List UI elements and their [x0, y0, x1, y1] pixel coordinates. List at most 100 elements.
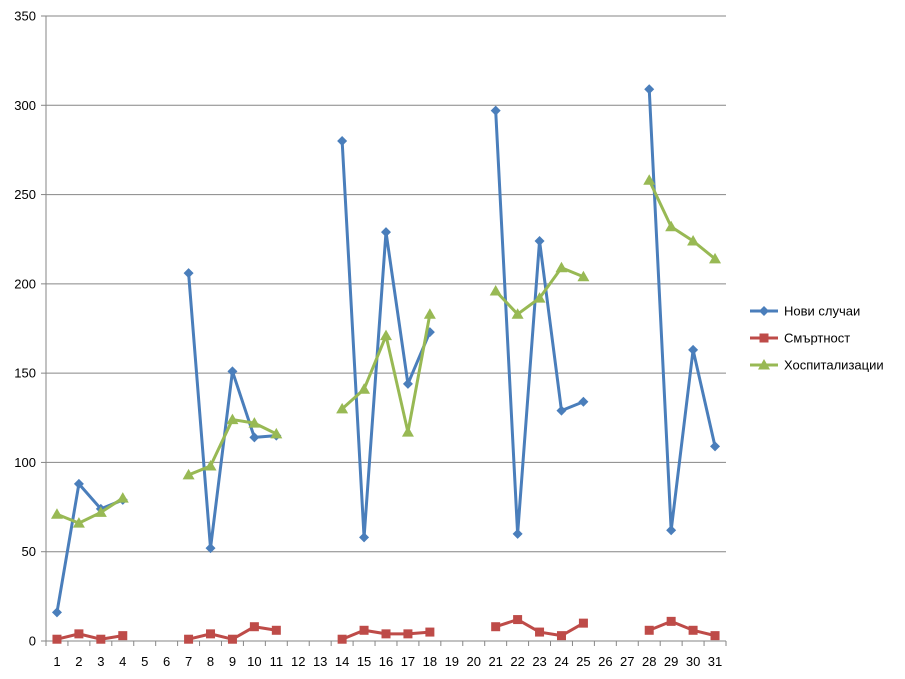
data-point	[204, 460, 217, 471]
x-tick-label: 16	[379, 654, 393, 669]
data-point	[380, 329, 392, 341]
data-point	[513, 615, 523, 625]
x-tick-label: 10	[247, 654, 261, 669]
x-tick-label: 22	[510, 654, 524, 669]
data-point	[337, 136, 348, 146]
data-point	[270, 427, 283, 439]
data-point	[74, 629, 84, 639]
x-tick-label: 12	[291, 654, 305, 669]
data-point	[556, 405, 567, 416]
data-point	[402, 378, 413, 389]
series-0	[51, 84, 721, 618]
data-point	[249, 622, 259, 632]
data-point	[94, 506, 107, 517]
legend-label: Хоспитализации	[784, 358, 884, 373]
data-point	[644, 625, 654, 635]
x-tick-label: 19	[445, 654, 459, 669]
data-point	[423, 308, 436, 319]
data-point	[52, 634, 62, 644]
data-point	[249, 432, 260, 443]
data-point	[50, 508, 63, 519]
legend-swatch-marker	[759, 306, 769, 316]
legend-label: Смъртност	[784, 331, 850, 346]
x-tick-label: 3	[97, 654, 104, 669]
data-point	[184, 634, 194, 644]
data-point	[687, 235, 700, 246]
data-point	[489, 285, 502, 296]
series-line	[647, 89, 717, 532]
data-point	[337, 634, 347, 644]
data-point	[226, 413, 239, 425]
x-tick-label: 11	[270, 654, 284, 669]
data-point	[578, 396, 589, 407]
series-line	[494, 266, 584, 316]
x-tick-label: 18	[423, 654, 437, 669]
series-group	[50, 84, 722, 644]
legend-swatch-marker	[759, 333, 769, 343]
x-axis-ticks: 1 2 3 4 5 6 7 8 9 10 11 12 13 14 15 16 17 18 19 20 21 22 23 24 2…	[45, 641, 727, 669]
x-tick-label: 8	[207, 654, 214, 669]
x-tick-label: 17	[401, 654, 415, 669]
data-point	[556, 631, 566, 641]
data-point	[358, 383, 371, 394]
legend-item: Нови случаи	[750, 304, 860, 319]
data-point	[425, 627, 435, 637]
x-tick-label: 2	[75, 654, 82, 669]
data-point	[643, 174, 656, 185]
series-line	[187, 273, 277, 550]
data-point	[534, 236, 545, 246]
x-tick-label: 27	[620, 654, 634, 669]
data-point	[666, 525, 677, 536]
data-point	[183, 268, 194, 279]
x-tick-label: 28	[642, 654, 656, 669]
x-tick-label: 25	[576, 654, 590, 669]
data-point	[403, 629, 413, 639]
data-point	[533, 292, 546, 303]
series-1	[52, 615, 720, 644]
y-tick-label: 150	[14, 366, 36, 381]
x-tick-label: 15	[357, 654, 371, 669]
y-tick-label: 200	[14, 276, 36, 291]
data-point	[336, 402, 349, 414]
data-point	[227, 366, 238, 377]
data-point	[577, 270, 590, 282]
y-tick-label: 0	[29, 634, 36, 649]
data-point	[555, 261, 568, 273]
series-line	[648, 619, 716, 638]
data-point	[665, 220, 678, 232]
data-point	[490, 105, 501, 116]
data-point	[205, 543, 216, 554]
data-point	[401, 426, 414, 437]
axes	[45, 16, 726, 642]
data-point	[710, 631, 720, 641]
y-tick-label: 50	[22, 544, 36, 559]
data-point	[227, 634, 237, 644]
data-point	[72, 517, 85, 528]
y-tick-label: 250	[14, 187, 36, 202]
data-point	[381, 629, 391, 639]
data-point	[688, 344, 699, 355]
data-point	[511, 308, 524, 319]
x-tick-label: 13	[313, 654, 327, 669]
data-point	[578, 618, 588, 628]
data-point	[666, 616, 676, 626]
data-point	[271, 625, 281, 635]
data-point	[709, 252, 722, 264]
data-point	[710, 441, 721, 452]
x-tick-label: 24	[554, 654, 568, 669]
x-tick-label: 20	[467, 654, 481, 669]
legend-swatch-marker	[758, 359, 770, 370]
data-point	[96, 634, 106, 644]
series-2	[50, 174, 722, 528]
x-tick-label: 30	[686, 654, 700, 669]
data-point	[359, 532, 370, 543]
x-tick-label: 23	[532, 654, 546, 669]
x-tick-label: 4	[119, 654, 126, 669]
y-tick-label: 100	[14, 455, 36, 470]
y-axis-ticks: 0 50 100 150 200 250 300 350	[14, 9, 46, 649]
x-tick-label: 26	[598, 654, 612, 669]
data-point	[206, 629, 216, 639]
x-tick-label: 6	[163, 654, 170, 669]
y-tick-label: 300	[14, 98, 36, 113]
